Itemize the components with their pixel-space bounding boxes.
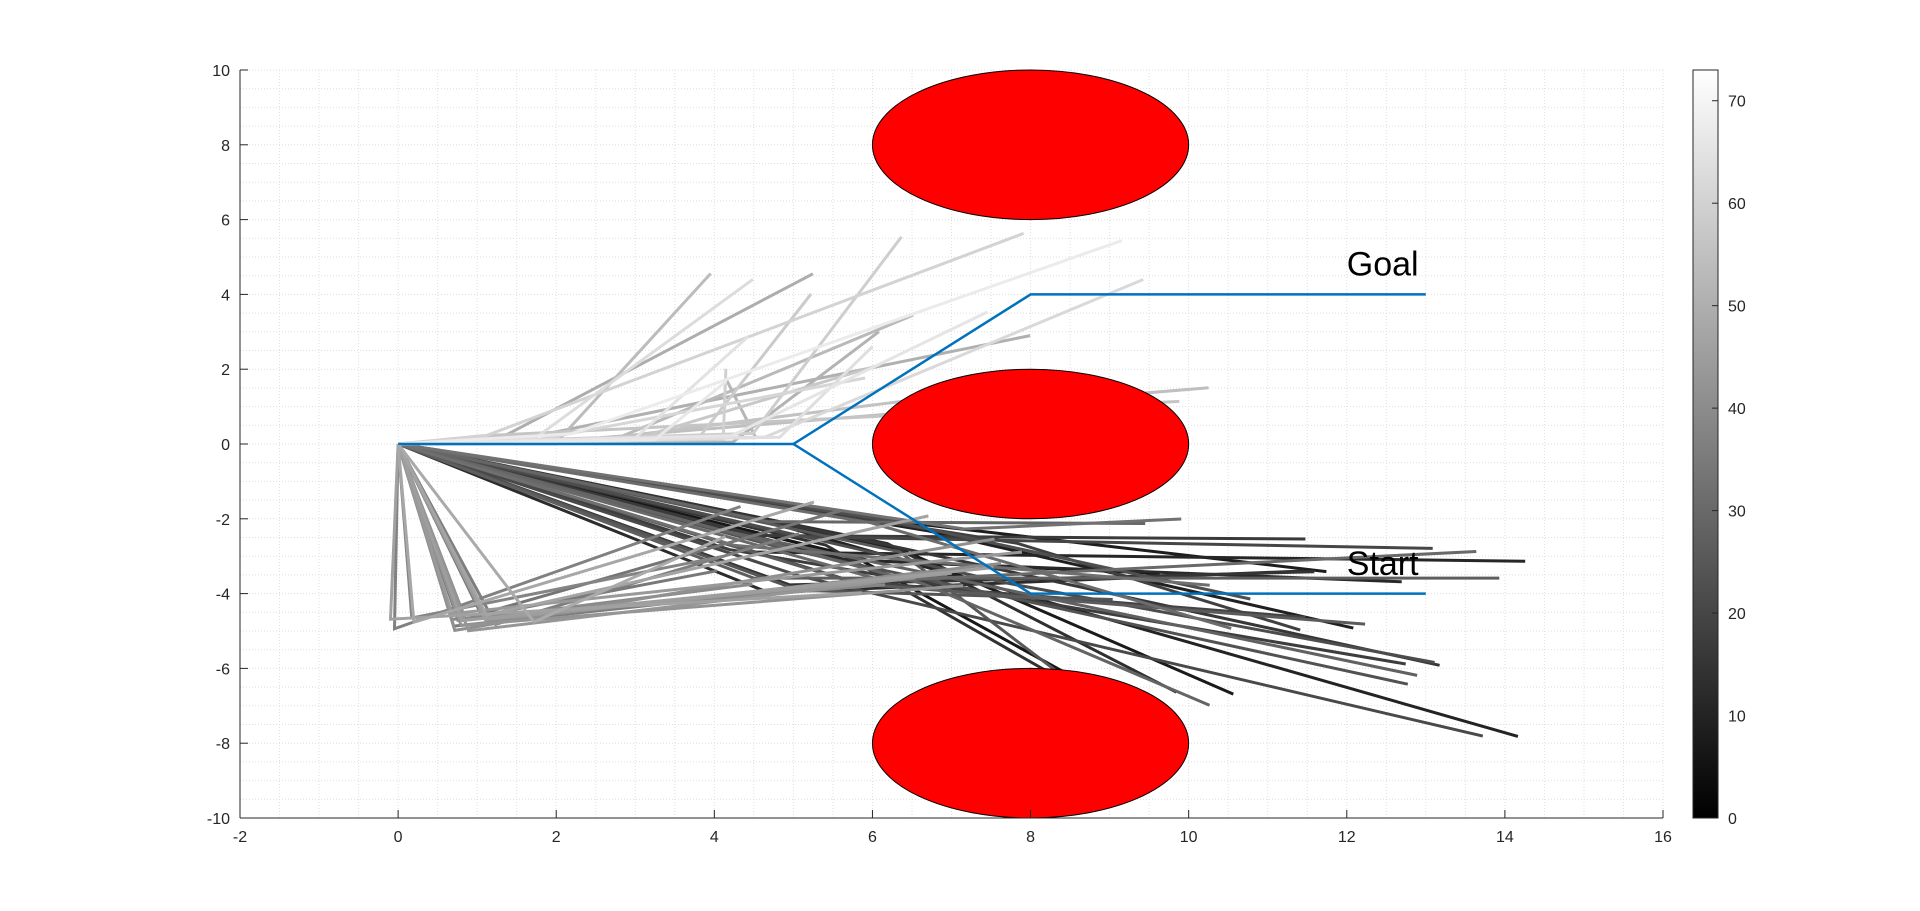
y-tick-labels: -10 -8 -6 -4 -2 0 2 4 6 8 10 <box>207 63 230 828</box>
obstacle-ellipse <box>871 368 1190 520</box>
trajectory-line <box>398 239 1123 446</box>
colorbar-tick-label: 70 <box>1728 94 1746 111</box>
x-tick-label: 8 <box>1026 829 1035 846</box>
x-tick-label: 10 <box>1180 829 1198 846</box>
y-tick-label: 4 <box>221 287 230 304</box>
obstacles <box>871 69 1190 819</box>
colorbar-tick-label: 40 <box>1728 401 1746 418</box>
y-tick-label: -10 <box>207 811 230 828</box>
colorbar-tick-label: 50 <box>1728 299 1746 316</box>
trajectory-line <box>388 443 863 621</box>
annotations: Goal Start <box>1347 246 1419 583</box>
axes <box>239 69 1664 819</box>
trajectory-line <box>397 442 1435 664</box>
trajectory-line <box>397 442 1211 707</box>
x-tick-label: -2 <box>233 829 247 846</box>
x-tick-label: 0 <box>394 829 403 846</box>
x-tick-label: 16 <box>1654 829 1672 846</box>
y-tick-label: -6 <box>216 661 230 678</box>
trajectory-line <box>396 443 1023 616</box>
colorbar-tick-label: 30 <box>1728 504 1746 521</box>
colorbar-tick-label: 10 <box>1728 709 1746 726</box>
x-tick-label: 14 <box>1496 829 1514 846</box>
trajectory-line <box>397 442 1182 531</box>
colorbar-tick-label: 60 <box>1728 196 1746 213</box>
best-path-group <box>398 293 1426 595</box>
x-tick-label: 4 <box>710 829 719 846</box>
obstacle-ellipse <box>871 667 1190 819</box>
trajectory-line <box>396 443 929 617</box>
y-tick-label: 0 <box>221 437 230 454</box>
colorbar-tick-label: 0 <box>1728 811 1737 828</box>
best-path-line <box>398 293 1426 595</box>
y-tick-label: 2 <box>221 362 230 379</box>
trajectory-line <box>396 443 815 625</box>
y-tick-label: 10 <box>212 63 230 80</box>
x-tick-label: 12 <box>1338 829 1356 846</box>
trajectories <box>388 231 1526 743</box>
x-tick-label: 2 <box>552 829 561 846</box>
colorbar-tick-label: 20 <box>1728 606 1746 623</box>
obstacle-ellipse <box>871 69 1190 221</box>
trajectory-line <box>397 442 1210 587</box>
y-tick-label: -2 <box>216 512 230 529</box>
trajectory-line <box>398 380 728 446</box>
colorbar: 0 10 20 30 40 50 60 70 <box>1692 69 1746 828</box>
annotation-label: Goal <box>1347 246 1419 284</box>
trajectory-line <box>397 272 814 446</box>
y-tick-label: 8 <box>221 138 230 155</box>
trajectory-line <box>396 443 727 624</box>
trajectory-line <box>396 443 994 623</box>
x-tick-label: 6 <box>868 829 877 846</box>
annotation-label: Start <box>1347 545 1419 583</box>
colorbar-bar <box>1692 69 1719 819</box>
trajectory-line <box>397 442 1146 525</box>
x-tick-labels: -2 0 2 4 6 8 10 12 14 16 <box>233 829 1672 846</box>
y-tick-label: 6 <box>221 213 230 230</box>
y-tick-label: -8 <box>216 736 230 753</box>
y-tick-label: -4 <box>216 587 230 604</box>
trajectory-line <box>397 442 1500 580</box>
